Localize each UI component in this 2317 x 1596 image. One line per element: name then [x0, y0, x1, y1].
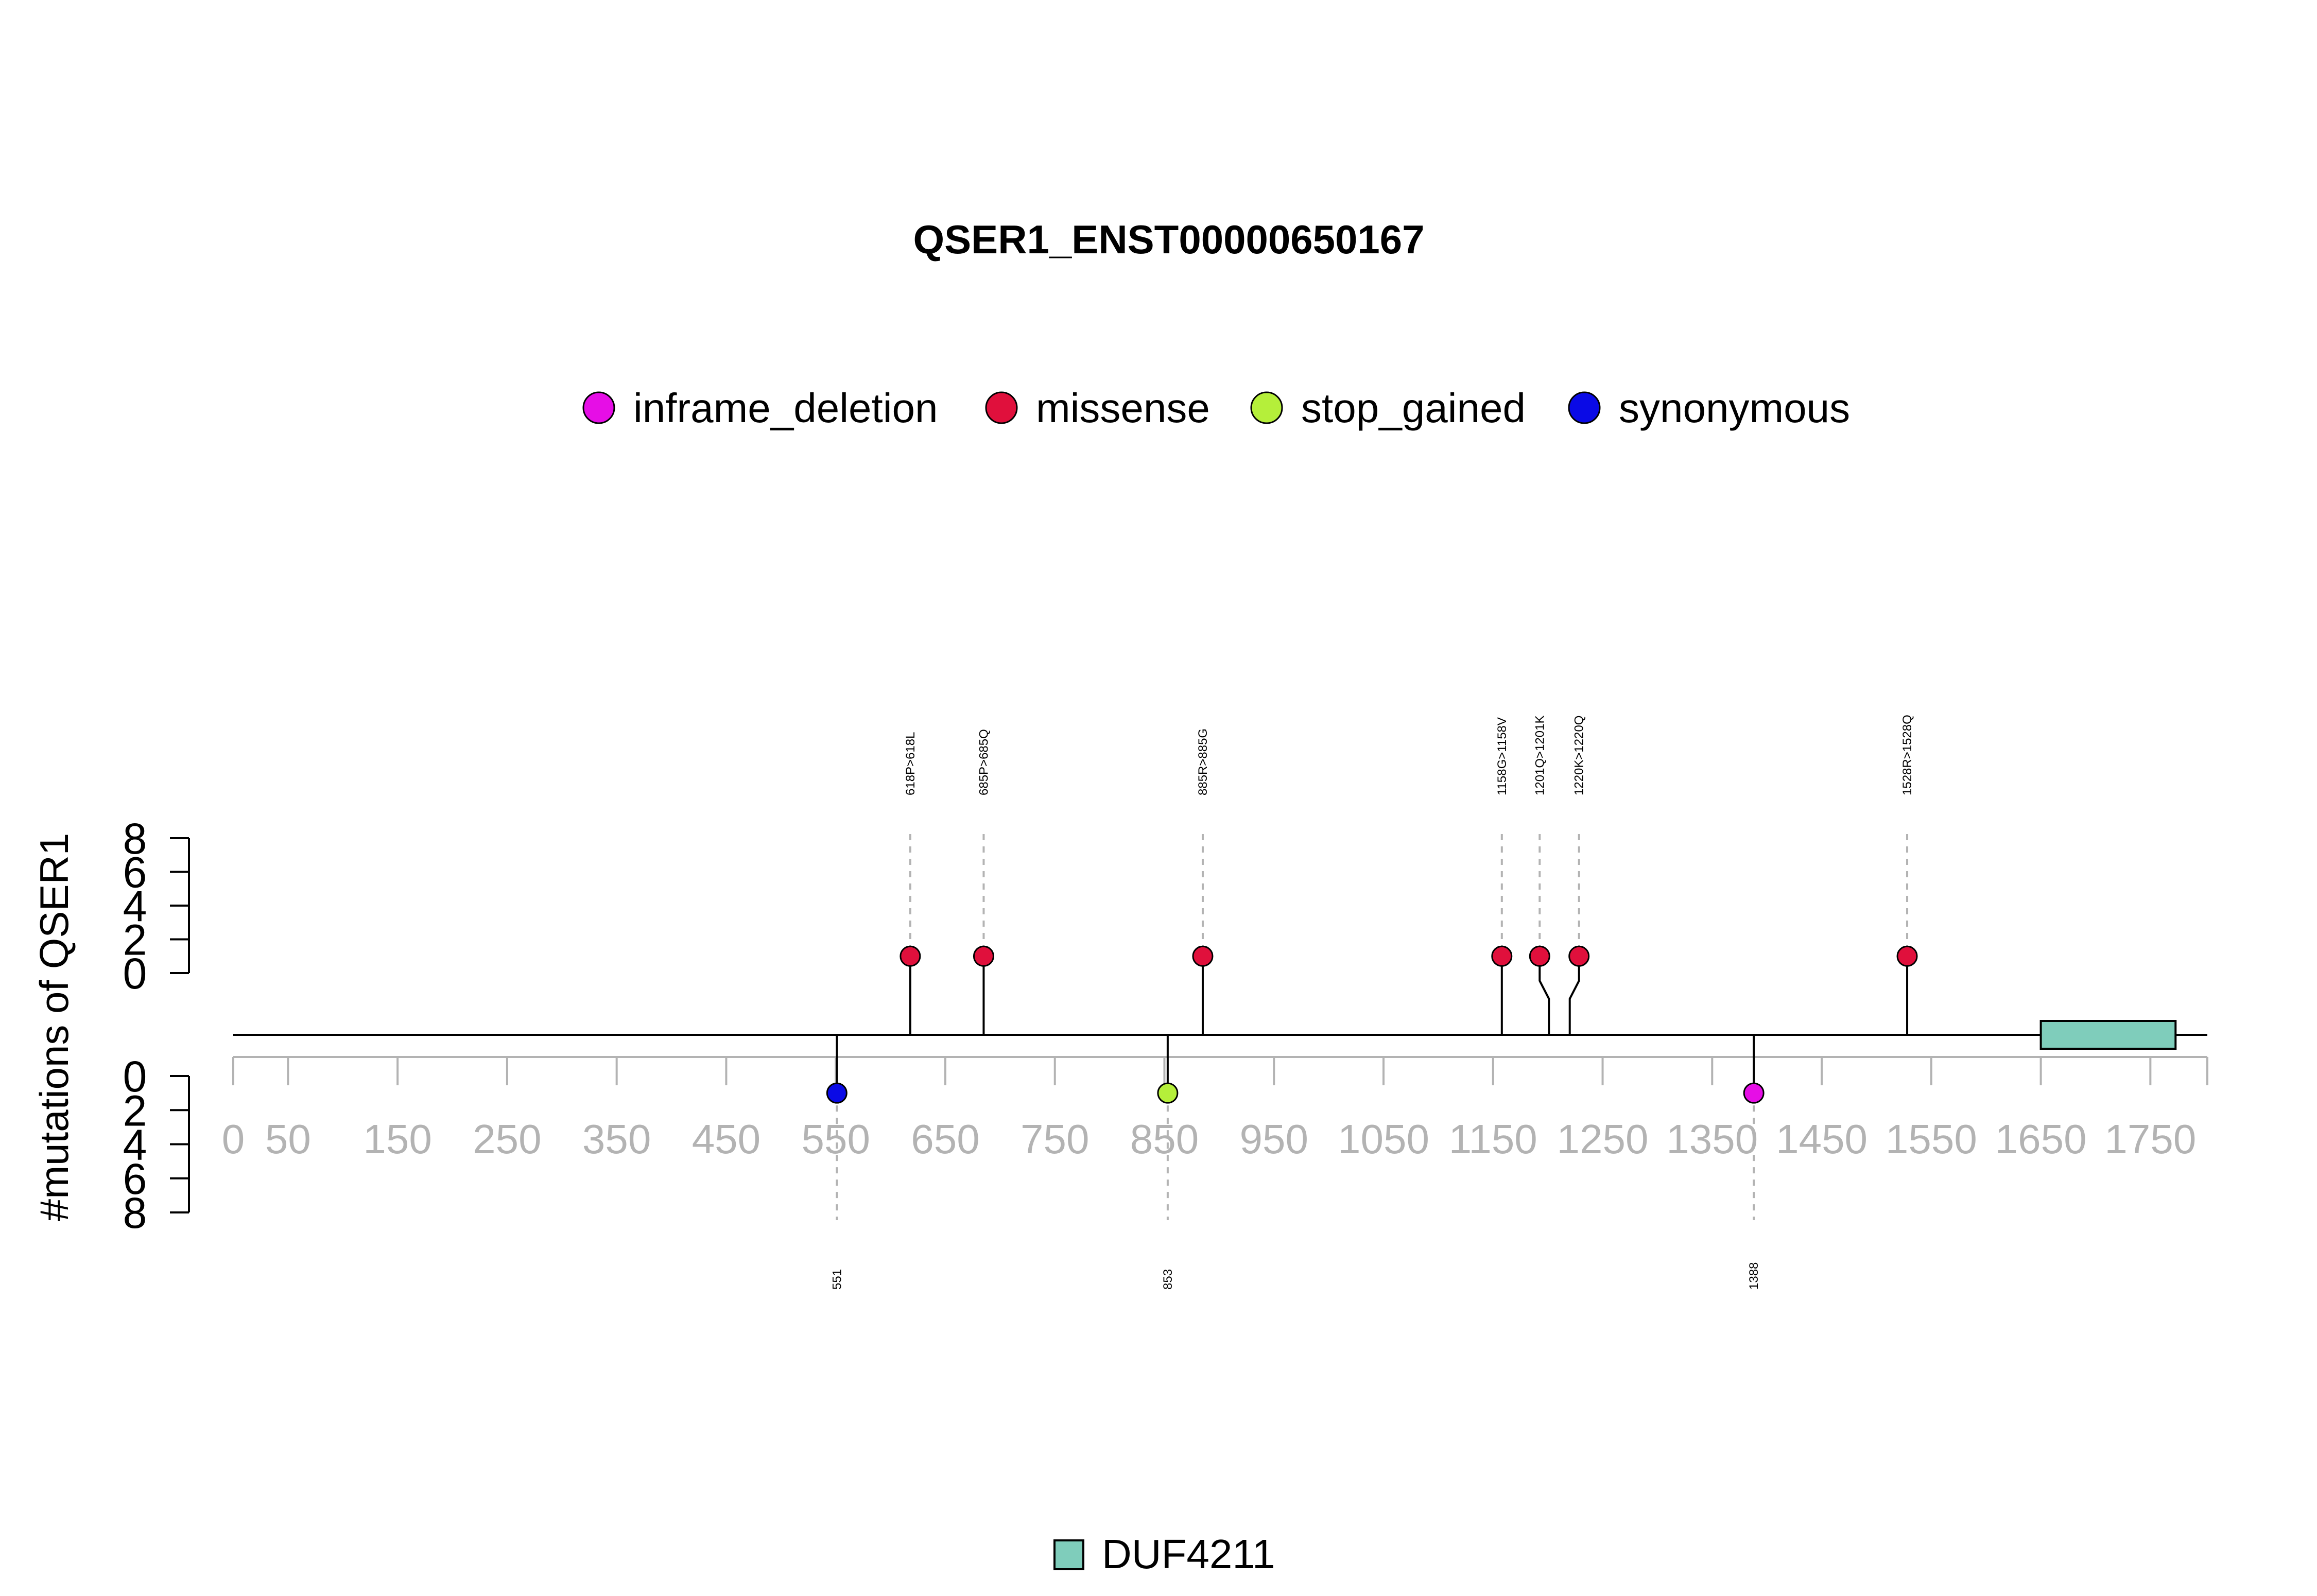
- legend-swatch-inframe_deletion: [582, 391, 615, 424]
- domain-DUF4211: [2039, 1020, 2177, 1050]
- mutations-bottom: 551 853 1388: [826, 1035, 1765, 1290]
- mutation-label: 685P>685Q: [977, 729, 991, 795]
- mutation-label: 885R>885G: [1196, 728, 1210, 795]
- y-axis-top-tick-label: 2: [123, 916, 147, 964]
- mutation-label: 1201Q>1201K: [1533, 716, 1547, 795]
- x-axis-tick-label: 1450: [1776, 1116, 1868, 1162]
- legend-swatch-synonymous: [1568, 391, 1601, 424]
- x-axis-tick-label: 1650: [1995, 1116, 2087, 1162]
- y-axis-label: #mutations of QSER1: [31, 833, 77, 1221]
- x-axis-tick-label: 450: [692, 1116, 760, 1162]
- y-axis-top-tick-label: 8: [123, 814, 147, 863]
- mutation-label: 853: [1161, 1269, 1175, 1290]
- y-axis-top-tick-label: 6: [123, 848, 147, 897]
- x-axis-tick-label: 1550: [1886, 1116, 1977, 1162]
- x-axis-tick-label: 650: [911, 1116, 979, 1162]
- x-axis-tick-label: 750: [1021, 1116, 1089, 1162]
- legend-label-stop_gained: stop_gained: [1301, 385, 1526, 431]
- mutation-point: [900, 945, 921, 967]
- mutation-label: 618P>618L: [904, 732, 918, 795]
- mutation-label: 1220K>1220Q: [1572, 716, 1586, 795]
- x-axis-tick-label: 850: [1130, 1116, 1199, 1162]
- x-axis-tick-label: 1050: [1338, 1116, 1429, 1162]
- domain-legend-label: DUF4211: [1102, 1531, 1275, 1577]
- x-axis-tick-label: 950: [1240, 1116, 1308, 1162]
- y-axis-bottom-tick-label: 8: [123, 1189, 147, 1237]
- mutation-point: [1491, 945, 1513, 967]
- legend-label-synonymous: synonymous: [1619, 385, 1850, 431]
- mutation-label: 1528R>1528Q: [1900, 715, 1914, 795]
- mutation-label: 1158G>1158V: [1495, 717, 1509, 795]
- legend: inframe_deletion missense stop_gained synon…: [582, 385, 1850, 431]
- mutation-point: [1743, 1082, 1765, 1104]
- mutations-top: 618P>618L 685P>685Q 885R>885G 1158G>1158V 12…: [900, 715, 1918, 1035]
- chart-title: QSER1_ENST00000650167: [913, 217, 1424, 262]
- mutation-stem: [1538, 956, 1550, 1035]
- x-axis-tick-label: 150: [363, 1116, 431, 1162]
- legend-label-inframe_deletion: inframe_deletion: [633, 385, 938, 431]
- x-axis-tick-label: 0: [222, 1116, 245, 1162]
- y-axis-bottom-tick-label: 2: [123, 1086, 147, 1135]
- legend-label-missense: missense: [1036, 385, 1210, 431]
- x-axis-tick-label: 50: [265, 1116, 311, 1162]
- legend-swatch-stop_gained: [1250, 391, 1283, 424]
- x-axis-tick-label: 350: [582, 1116, 651, 1162]
- y-axis-top-tick-label: 4: [123, 882, 147, 930]
- x-axis-tick-label: 1150: [1449, 1116, 1537, 1162]
- y-axis-bottom-tick-label: 0: [123, 1052, 147, 1101]
- legend-swatch-missense: [985, 391, 1018, 424]
- y-axis-top-tick-label: 0: [123, 949, 147, 998]
- x-axis-tick-label: 250: [473, 1116, 541, 1162]
- y-axis-bottom-tick-label: 4: [123, 1121, 147, 1169]
- x-axis-tick-label: 1750: [2104, 1116, 2196, 1162]
- mutation-stem: [1568, 956, 1580, 1035]
- y-axis-bottom-tick-label: 6: [123, 1155, 147, 1203]
- mutation-point: [826, 1082, 848, 1104]
- mutation-point: [1568, 945, 1590, 967]
- x-axis-tick-label: 1350: [1666, 1116, 1758, 1162]
- mutation-point: [973, 945, 994, 967]
- mutation-point: [1529, 945, 1550, 967]
- mutation-point: [1192, 945, 1214, 967]
- x-axis: 0 50 150 250 350 450 550 650 750 850 950 1050 1150 12…: [222, 1056, 2208, 1162]
- x-axis-tick-label: 550: [801, 1116, 870, 1162]
- mutation-label: 1388: [1747, 1262, 1761, 1290]
- mutation-point: [1157, 1082, 1179, 1104]
- domain-legend: DUF4211: [1053, 1531, 1275, 1577]
- domain-legend-swatch: [1053, 1539, 1084, 1570]
- domains: [2039, 1020, 2177, 1050]
- x-axis-tick-label: 1250: [1557, 1116, 1649, 1162]
- mutation-point: [1896, 945, 1918, 967]
- mutation-label: 551: [830, 1269, 844, 1290]
